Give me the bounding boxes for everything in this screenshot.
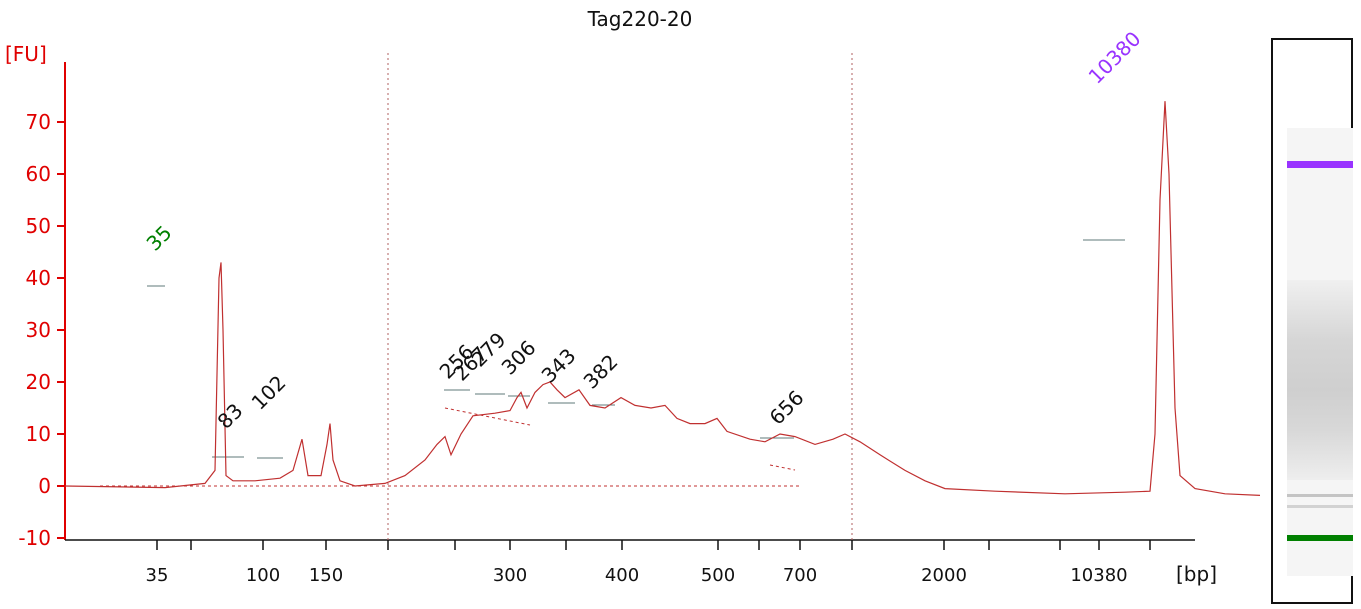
x-axis-label: [bp]	[1176, 562, 1217, 586]
peak-size-label: 102	[247, 371, 291, 415]
gel-band-upper-marker	[1287, 161, 1353, 168]
x-tick-label: 300	[493, 565, 527, 586]
x-tick-label: 10380	[1070, 565, 1127, 586]
gel-band	[1287, 494, 1353, 497]
gel-smear	[1287, 280, 1353, 480]
y-tick-label: 40	[26, 266, 51, 290]
y-tick-label: 50	[26, 214, 51, 238]
electropherogram-chart: Tag220-20 [FU] [bp] -10 0 10 20 30 40 50 60 70 3…	[5, 7, 1261, 586]
chart-title: Tag220-20	[587, 7, 693, 31]
y-tick-label: -10	[18, 526, 51, 550]
x-tick-label: 2000	[921, 565, 967, 586]
gel-band-lower-marker	[1287, 535, 1353, 541]
x-tick-label: 100	[246, 565, 280, 586]
x-tick-label: 400	[605, 565, 639, 586]
y-tick-label: 10	[26, 422, 51, 446]
integration-baseline	[769, 464, 796, 471]
marker-peak-label: 35	[142, 221, 177, 256]
marker-peak-label: 10380	[1084, 27, 1146, 89]
x-tick-label: 150	[309, 565, 343, 586]
x-tick-label: 35	[146, 565, 169, 586]
peak-size-label: 343	[537, 344, 581, 388]
x-tick-label: 500	[701, 565, 735, 586]
x-tick-label: 700	[783, 565, 817, 586]
y-axis-label: [FU]	[5, 42, 47, 66]
y-tick-label: 30	[26, 318, 51, 342]
y-tick-label: 60	[26, 162, 51, 186]
y-tick-label: 20	[26, 370, 51, 394]
gel-image-lane	[1271, 38, 1353, 604]
peak-size-label: 656	[765, 386, 809, 430]
y-tick-label: 70	[26, 110, 51, 134]
integration-baseline	[444, 407, 531, 426]
fluorescence-trace	[64, 101, 1261, 496]
peak-size-label: 83	[213, 399, 248, 434]
peak-size-label: 382	[579, 350, 623, 394]
y-tick-label: 0	[38, 474, 51, 498]
gel-band	[1287, 505, 1353, 508]
